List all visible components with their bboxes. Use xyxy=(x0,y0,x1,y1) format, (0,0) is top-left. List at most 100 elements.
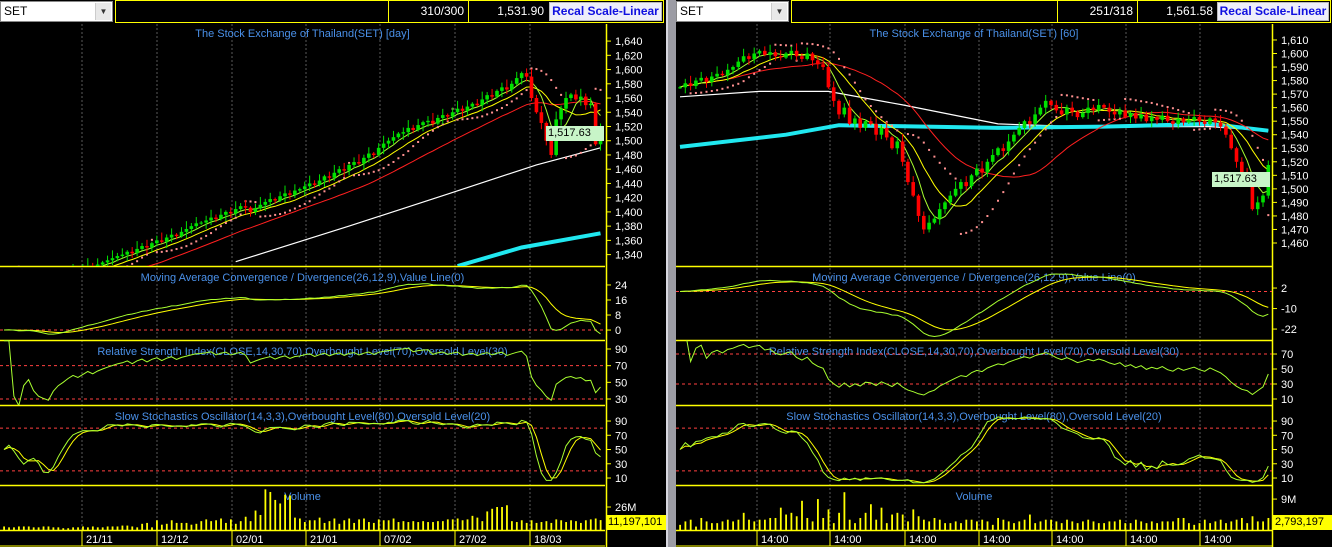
candle-down xyxy=(574,94,578,100)
macd-tick-label: -22 xyxy=(1281,324,1297,336)
volume-bar xyxy=(3,526,5,530)
parabolic-sar-dot xyxy=(843,66,846,69)
parabolic-sar-dot xyxy=(1108,118,1111,121)
candle-up xyxy=(416,125,420,131)
parabolic-sar-dot xyxy=(111,274,113,276)
candle-up xyxy=(224,211,228,215)
parabolic-sar-dot xyxy=(790,44,793,47)
parabolic-sar-dot xyxy=(234,216,237,219)
candle-down xyxy=(76,270,80,271)
candle-up xyxy=(564,98,568,109)
candle-down xyxy=(47,283,51,284)
parabolic-sar-dot xyxy=(853,81,856,84)
volume-bar xyxy=(294,517,296,530)
volume-bar xyxy=(382,520,385,530)
parabolic-sar-dot xyxy=(975,226,978,229)
volume-bar xyxy=(896,512,899,530)
candle-up xyxy=(455,108,460,113)
volume-bar xyxy=(62,528,65,530)
parabolic-sar-dot xyxy=(991,208,994,211)
parabolic-sar-dot xyxy=(1251,134,1254,137)
candle-down xyxy=(1224,126,1228,135)
volume-bar xyxy=(244,516,247,530)
parabolic-sar-dot xyxy=(62,289,64,291)
volume-bar xyxy=(57,527,60,530)
splitter-scrollbar[interactable] xyxy=(666,0,676,547)
volume-bar xyxy=(1018,521,1021,530)
volume-bar xyxy=(555,519,558,530)
volume-bar xyxy=(827,509,830,530)
parabolic-sar-dot xyxy=(1055,115,1058,118)
volume-bar xyxy=(249,521,252,530)
parabolic-sar-dot xyxy=(769,62,772,65)
chevron-down-icon[interactable]: ▼ xyxy=(95,3,111,20)
candle-up xyxy=(509,83,514,90)
volume-bar xyxy=(180,522,183,530)
parabolic-sar-dot xyxy=(959,232,962,235)
macd-line xyxy=(3,283,601,335)
hourly-chart-canvas[interactable]: The Stock Exchange of Thailand(SET) [60]… xyxy=(676,0,1332,547)
candle-up xyxy=(283,193,287,197)
candle-up xyxy=(396,133,401,138)
volume-bar xyxy=(37,527,40,530)
chevron-down-icon[interactable]: ▼ xyxy=(771,3,787,20)
volume-bar xyxy=(47,526,50,530)
volume-bar xyxy=(726,519,729,530)
candle-up xyxy=(1022,121,1027,128)
candle-down xyxy=(900,141,905,162)
parabolic-sar-dot xyxy=(1187,112,1190,115)
candle-up xyxy=(352,162,356,165)
volume-bar xyxy=(716,523,719,530)
stochastic-tick-label: 30 xyxy=(1281,459,1293,471)
candle-up xyxy=(233,209,238,214)
candle-up xyxy=(1086,107,1090,114)
candle-down xyxy=(1229,134,1233,149)
price-tick-label: 1,460 xyxy=(1281,238,1309,250)
time-axis-label: 14:00 xyxy=(1204,534,1232,546)
candle-down xyxy=(357,162,361,164)
candle-down xyxy=(411,127,415,131)
candle-up xyxy=(120,254,125,257)
candle-up xyxy=(1081,113,1085,118)
parabolic-sar-dot xyxy=(481,115,484,118)
rsi-line xyxy=(4,340,601,405)
price-tick-label: 1,440 xyxy=(615,178,643,190)
candle-up xyxy=(426,120,430,123)
parabolic-sar-dot xyxy=(1076,96,1079,99)
volume-bar xyxy=(471,515,474,530)
volume-bar xyxy=(1092,521,1095,530)
price-tick-label: 1,620 xyxy=(615,50,643,62)
parabolic-sar-dot xyxy=(917,136,920,139)
daily-chart-canvas[interactable]: The Stock Exchange of Thailand(SET) [day… xyxy=(0,0,666,547)
parabolic-sar-dot xyxy=(1124,97,1127,100)
parabolic-sar-dot xyxy=(412,145,415,148)
volume-bar xyxy=(318,517,321,530)
parabolic-sar-dot xyxy=(1224,109,1227,112)
symbol-dropdown[interactable]: SET ▼ xyxy=(676,1,789,22)
rsi-title: Relative Strength Index(CLOSE,14,30,70),… xyxy=(97,346,507,358)
candle-down xyxy=(288,193,292,195)
candle-up xyxy=(990,155,995,162)
candle-up xyxy=(56,278,60,281)
candle-down xyxy=(794,50,799,57)
chart-toolbar: SET ▼ 310/300 1,531.90 Recal Scale-Linear xyxy=(0,0,666,24)
parabolic-sar-dot xyxy=(308,200,311,203)
candle-down xyxy=(810,53,815,61)
ma-5-line xyxy=(679,52,1269,220)
parabolic-sar-dot xyxy=(313,196,316,199)
candle-up xyxy=(61,276,65,278)
candle-up xyxy=(1187,119,1191,123)
candle-down xyxy=(980,168,984,173)
parabolic-sar-dot xyxy=(694,91,697,94)
candle-up xyxy=(219,214,223,220)
recal-scale-button[interactable]: Recal Scale-Linear xyxy=(549,2,662,21)
candle-up xyxy=(683,83,688,88)
candle-up xyxy=(381,143,386,148)
recal-scale-button[interactable]: Recal Scale-Linear xyxy=(1217,2,1329,21)
volume-bar xyxy=(944,523,946,530)
volume-readout: 2,793,197 xyxy=(1273,515,1332,530)
volume-bar xyxy=(259,514,262,530)
symbol-dropdown[interactable]: SET ▼ xyxy=(0,1,113,22)
parabolic-sar-dot xyxy=(1023,155,1026,158)
parabolic-sar-dot xyxy=(160,250,163,253)
